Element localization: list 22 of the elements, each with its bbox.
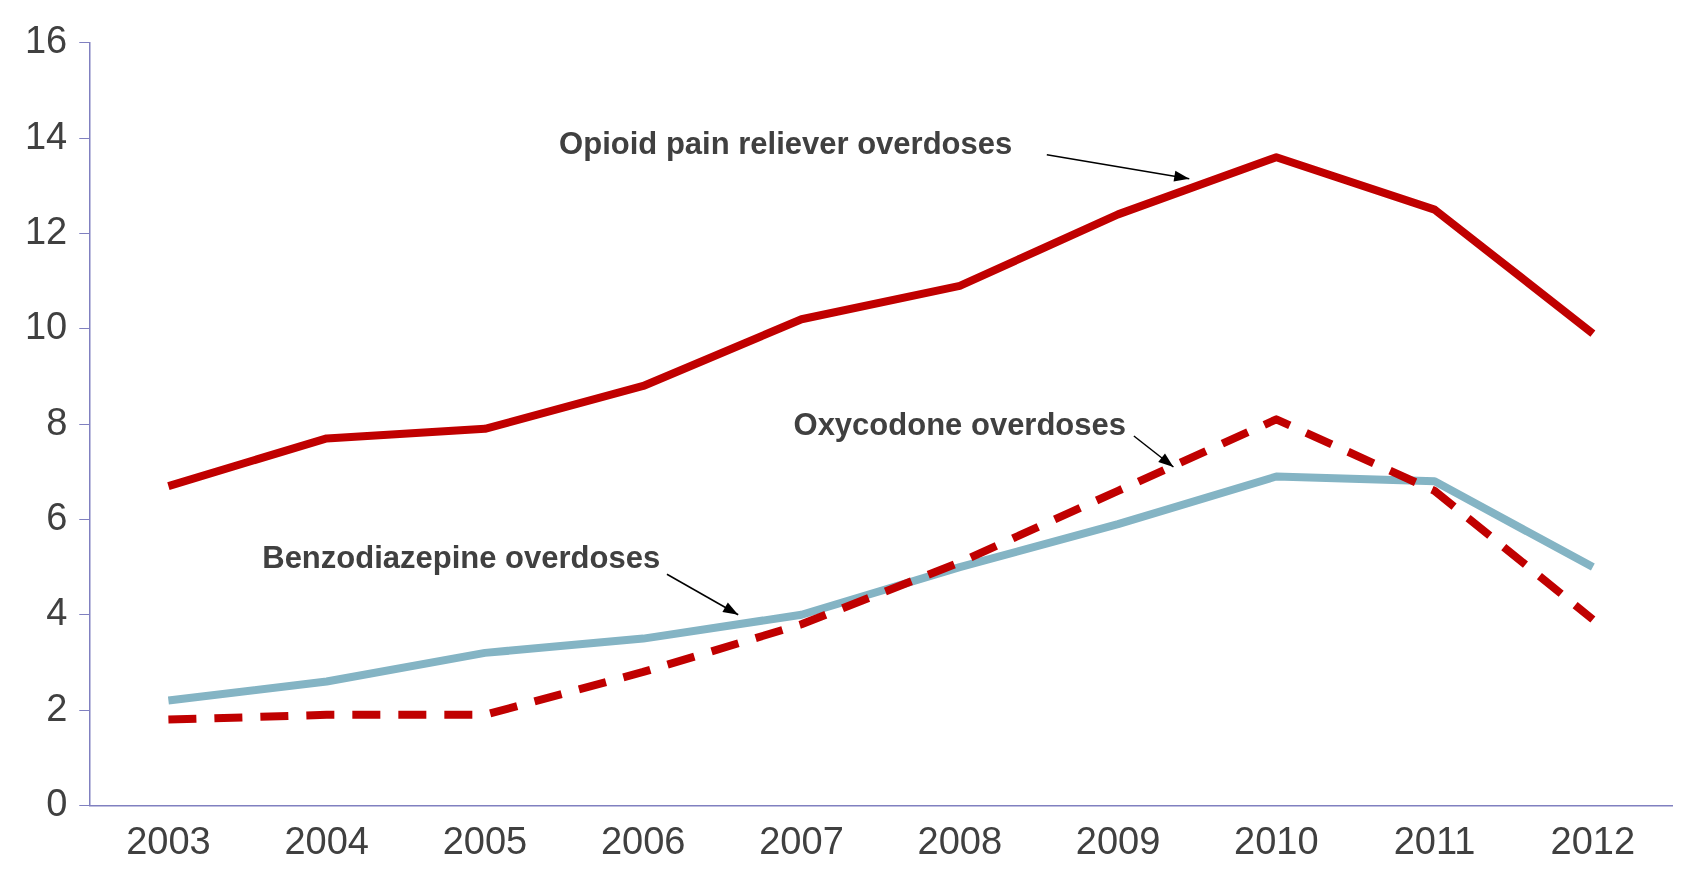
y-tick-label: 0 [46,781,68,824]
x-tick-label: 2012 [1550,819,1636,862]
series-label: Oxycodone overdoses [793,407,1127,443]
x-tick-label: 2008 [917,819,1003,862]
y-tick-label: 16 [24,19,68,62]
y-tick-label: 10 [24,305,68,348]
x-tick-label: 2010 [1234,819,1319,862]
x-tick-label: 2011 [1393,819,1476,862]
x-tick-label: 2009 [1075,819,1161,862]
y-tick-label: 2 [46,686,68,729]
text: Opioid pain reliever overdoses [559,125,1013,161]
y-tick-label: 6 [46,495,68,538]
x-tick-label: 2005 [442,819,528,862]
x-tick-label: 2003 [126,819,211,862]
y-tick-label: 12 [24,209,68,252]
series-label: Benzodiazepine overdoses [262,540,661,576]
x-tick-label: 2007 [759,819,844,862]
y-tick-label: 14 [24,114,68,157]
y-tick-label: 8 [46,400,68,443]
x-tick-label: 2006 [600,819,686,862]
y-tick-label: 4 [46,591,68,634]
x-tick-label: 2004 [284,819,369,862]
